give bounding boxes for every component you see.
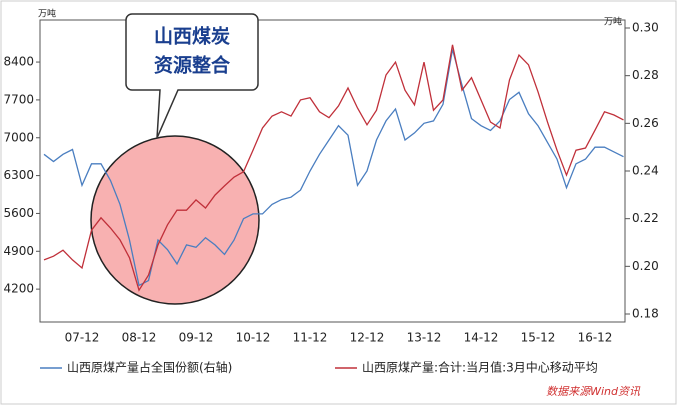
x-tick-label: 13-12: [407, 331, 442, 345]
legend-label: 山西原煤产量:合计:当月值:3月中心移动平均: [362, 360, 598, 375]
x-tick-label: 09-12: [179, 331, 214, 345]
series-line: [43, 44, 624, 292]
source-note: 数据来源Wind资讯: [546, 385, 641, 398]
y2-tick-label: 0.30: [632, 21, 659, 35]
legend-label: 山西原煤产量占全国份额(右轴): [67, 360, 232, 375]
y2-tick-label: 0.24: [632, 164, 659, 178]
x-tick-label: 14-12: [464, 331, 499, 345]
y2-tick-label: 0.28: [632, 68, 659, 82]
y2-tick-label: 0.26: [632, 116, 659, 130]
y2-tick-label: 0.18: [632, 307, 659, 321]
y-tick-label: 7000: [3, 130, 34, 144]
x-tick-label: 12-12: [350, 331, 385, 345]
callout-text: 山西煤炭: [154, 26, 230, 48]
plot-area: [43, 44, 624, 292]
y2-axis-unit: 万吨: [604, 16, 622, 28]
y2-tick-label: 0.22: [632, 211, 659, 225]
x-tick-label: 10-12: [236, 331, 271, 345]
y2-tick-label: 0.20: [632, 259, 659, 273]
y-tick-label: 6300: [3, 168, 34, 182]
callout-text: 资源整合: [154, 54, 231, 77]
series-line: [43, 49, 624, 287]
highlight-circle: [90, 135, 260, 305]
x-tick-label: 16-12: [578, 331, 613, 345]
callout-box: [125, 13, 259, 139]
x-tick-label: 15-12: [521, 331, 556, 345]
x-tick-label: 11-12: [293, 331, 328, 345]
y-tick-label: 4900: [3, 244, 34, 258]
y-tick-label: 7700: [3, 92, 34, 106]
y-axis-unit: 万吨: [38, 8, 56, 20]
x-tick-label: 07-12: [65, 331, 100, 345]
x-tick-label: 08-12: [122, 331, 157, 345]
y-tick-label: 4200: [3, 282, 34, 296]
y-tick-label: 5600: [3, 206, 34, 220]
y-tick-label: 8400: [3, 55, 34, 69]
